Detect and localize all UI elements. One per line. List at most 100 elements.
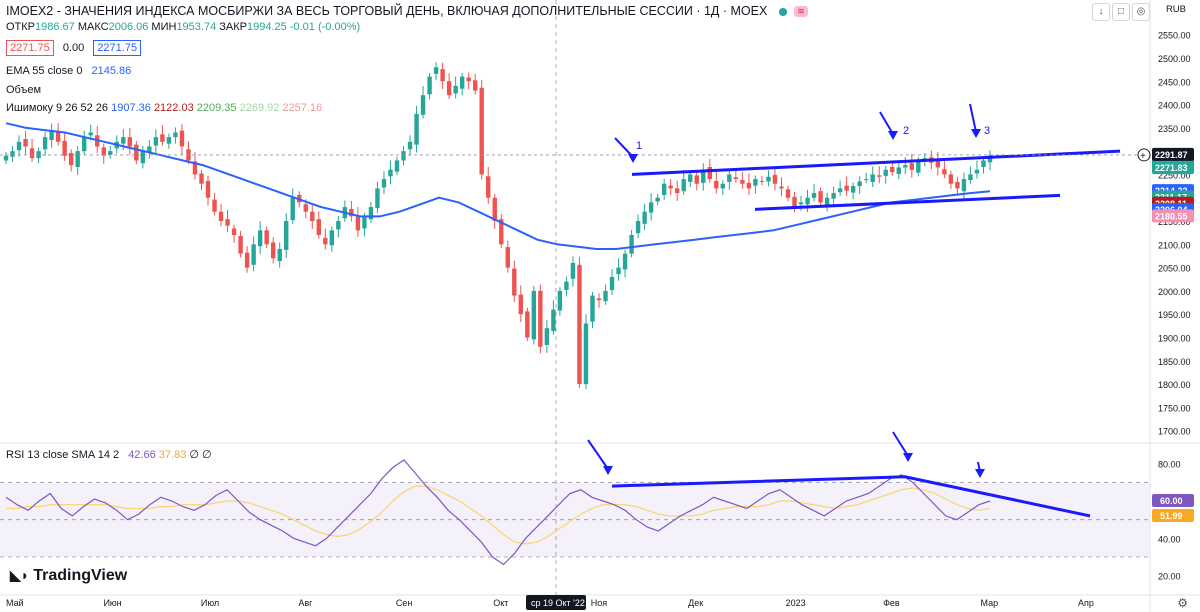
candle-body — [557, 290, 563, 311]
low-value: 1953.74 — [176, 21, 217, 33]
candle-body — [772, 174, 778, 184]
crosshair-date-tag — [526, 595, 586, 610]
time-tick-label: 2023 — [786, 598, 806, 608]
annotation-label: 2 — [903, 125, 909, 137]
candle-body — [414, 113, 419, 145]
candle-body — [811, 193, 817, 198]
candle-body — [590, 295, 595, 322]
candle-body — [661, 183, 667, 195]
candle-body — [903, 165, 908, 168]
tradingview-logo-icon: ◣◗ — [10, 567, 30, 583]
rsi-label-text: 60.00 — [1160, 496, 1183, 506]
candle-body — [264, 230, 269, 245]
candle-body — [16, 141, 22, 151]
time-tick-label: Окт — [493, 598, 508, 608]
candle-body — [948, 174, 954, 184]
chart-title: IMOEX2 - ЗНАЧЕНИЯ ИНДЕКСА МОСБИРЖИ ЗА ВЕ… — [6, 4, 768, 18]
candle-body — [890, 166, 895, 173]
candle-body — [824, 197, 830, 206]
candle-body — [863, 179, 869, 181]
annotation-arrowhead — [888, 131, 898, 140]
ichimoku-legend[interactable]: Ишимоку 9 26 52 26 1907.36 2122.03 2209.… — [6, 102, 323, 114]
candle-body — [792, 196, 797, 208]
candle-body — [270, 242, 276, 259]
time-tick-label: Мар — [981, 598, 999, 608]
time-tick-label: Сен — [396, 598, 413, 608]
candle-body — [759, 180, 765, 182]
candle-body — [121, 137, 126, 144]
candle-body — [850, 186, 856, 193]
candle-body — [707, 166, 712, 180]
market-status-icon — [778, 7, 787, 16]
time-tick-label: Июн — [103, 598, 121, 608]
candle-body — [349, 208, 354, 217]
candle-body — [355, 216, 361, 231]
candle-body — [88, 132, 93, 136]
candle-body — [583, 323, 589, 385]
candle-body — [127, 137, 133, 147]
volume-legend[interactable]: Объем — [6, 84, 42, 96]
trendline-lower — [754, 193, 1061, 211]
candle-body — [62, 140, 67, 156]
candle-body — [362, 216, 367, 229]
candle-body — [231, 228, 237, 235]
sell-button[interactable]: 2271.75 — [6, 40, 54, 56]
candle-body — [375, 188, 380, 208]
candle-body — [499, 219, 504, 245]
ema-legend[interactable]: EMA 55 close 0 2145.86 — [6, 65, 132, 77]
candle-body — [603, 290, 608, 302]
candle-body — [42, 137, 48, 150]
candle-body — [577, 264, 582, 385]
candle-body — [147, 146, 152, 153]
rsi-legend[interactable]: RSI 13 close SMA 14 2 42.66 37.83 ∅ ∅ — [6, 449, 212, 461]
time-tick-label: Апр — [1078, 598, 1094, 608]
candle-body — [551, 309, 556, 331]
trade-boxes: 2271.75 0.00 2271.75 — [6, 40, 147, 56]
candle-body — [303, 204, 308, 212]
candle-body — [81, 137, 87, 152]
candle-body — [440, 69, 445, 82]
candle-body — [218, 211, 224, 222]
candle-body — [668, 185, 673, 189]
time-tick-label: Июл — [201, 598, 219, 608]
currency-label[interactable]: RUB — [1165, 4, 1186, 15]
change-value: -0.01 (-0.00%) — [289, 21, 361, 33]
annotation-arrow — [879, 111, 894, 135]
plus-icon: + — [1140, 151, 1146, 162]
candle-body — [942, 169, 947, 175]
candle-body — [492, 197, 497, 222]
price-label-text: 2271.83 — [1155, 163, 1188, 173]
annotation-label: 3 — [984, 125, 990, 137]
candle-body — [401, 151, 406, 161]
price-label-text: 2291.87 — [1155, 150, 1188, 160]
candle-body — [688, 174, 693, 182]
candle-body — [831, 193, 836, 199]
camera-icon[interactable]: ◎ — [1132, 3, 1150, 21]
arrow-down-icon[interactable]: ↓ — [1092, 3, 1110, 21]
candle-body — [857, 181, 862, 187]
rsi-line — [5, 459, 991, 566]
candle-body — [779, 186, 784, 189]
gear-icon[interactable]: ⚙ — [1177, 596, 1188, 610]
price-tick-label: 2400.00 — [1158, 101, 1191, 111]
rsi-tick-label: 20.00 — [1158, 572, 1181, 582]
candle-body — [981, 160, 986, 167]
candle-body — [486, 176, 491, 198]
price-tick-label: 2350.00 — [1158, 124, 1191, 134]
rsi-annotation-arrowhead — [975, 469, 985, 478]
maximize-icon[interactable]: □ — [1112, 3, 1130, 21]
candle-body — [277, 248, 282, 262]
candle-body — [433, 67, 439, 74]
candle-body — [336, 221, 341, 230]
candle-body — [427, 76, 432, 95]
annotation-label: 1 — [636, 140, 642, 152]
candle-body — [244, 252, 250, 268]
rsi-tick-label: 40.00 — [1158, 534, 1181, 544]
price-tick-label: 2500.00 — [1158, 54, 1191, 64]
candle-body — [225, 219, 230, 226]
crosshair-date-label: ср 19 Окт '22 — [531, 598, 585, 608]
rsi-label-text: 51.99 — [1160, 511, 1183, 521]
candle-body — [420, 95, 426, 115]
buy-button[interactable]: 2271.75 — [93, 40, 142, 56]
